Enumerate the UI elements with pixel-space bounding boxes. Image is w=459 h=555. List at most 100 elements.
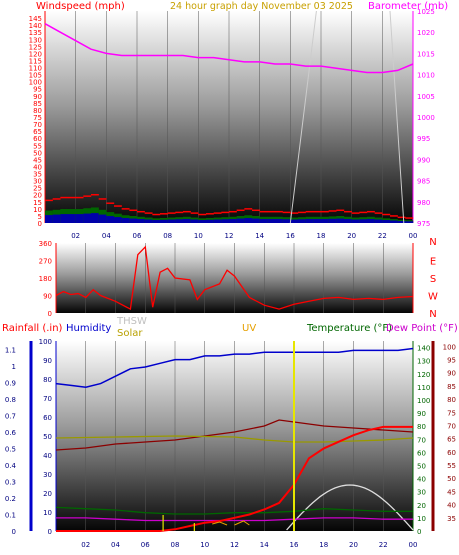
humidity-tick: 20 xyxy=(43,490,52,498)
compass-letter: N xyxy=(429,309,436,320)
panel1-hour-label: 12 xyxy=(225,232,234,240)
dewpoint-tick: 85 xyxy=(447,383,456,391)
wind-low-bar xyxy=(183,219,191,223)
wind-low-bar xyxy=(60,214,69,223)
temperature-tick: 10 xyxy=(417,515,426,523)
dewpoint-tick: 35 xyxy=(447,515,456,523)
panel3-hour-label: 00 xyxy=(409,541,418,549)
wind-low-bar xyxy=(328,218,337,223)
panel1-grid xyxy=(75,11,414,223)
panel1-left-tick: 50 xyxy=(33,149,42,157)
panel3-hour-label: 18 xyxy=(319,541,328,549)
panel1-right-tick: 1015 xyxy=(417,50,435,58)
humidity-tick: 10 xyxy=(43,509,52,517)
panel2-degree-tick: 90 xyxy=(43,293,52,301)
panel1-right-tick: 985 xyxy=(417,178,430,186)
panel1-left-tick: 105 xyxy=(29,72,42,80)
panel1-left-tick: 100 xyxy=(29,79,42,87)
panel1-left-tick: 80 xyxy=(33,107,42,115)
wind-low-bar xyxy=(221,219,230,223)
panel1-hour-label: 04 xyxy=(102,232,111,240)
panel1-left-tick: 20 xyxy=(33,192,42,200)
barometer-line xyxy=(44,23,414,74)
panel1-hour-label: 00 xyxy=(409,232,418,240)
dewpoint-tick: 65 xyxy=(447,436,456,444)
wind-low-bar xyxy=(106,216,115,223)
rainfall-label: Rainfall (.in) xyxy=(2,323,63,334)
panel1-right-tick: 1025 xyxy=(417,8,435,16)
panel1-left-axis: 0510152025303540455055606570758085909510… xyxy=(29,11,46,228)
wind-low-bar xyxy=(336,218,345,223)
dewpoint-tick: 60 xyxy=(447,449,456,457)
panel1-left-tick: 25 xyxy=(33,185,42,193)
wind-low-bar xyxy=(305,219,314,223)
compass-letter: S xyxy=(430,274,436,285)
panel1-hour-label: 08 xyxy=(163,232,172,240)
wind-low-bar xyxy=(91,213,99,223)
panel3-hour-label: 14 xyxy=(260,541,269,549)
humidity-tick: 100 xyxy=(39,338,52,346)
wind-low-bar xyxy=(152,220,161,223)
wind-low-bar xyxy=(175,219,184,223)
temperature-tick: 130 xyxy=(417,358,430,366)
panel1-hour-label: 16 xyxy=(286,232,295,240)
panel1-left-tick: 40 xyxy=(33,163,42,171)
panel1-right-tick: 1005 xyxy=(417,93,435,101)
temperature-tick: 70 xyxy=(417,436,426,444)
panel1-hour-label: 02 xyxy=(71,232,80,240)
wind-low-bar xyxy=(213,219,222,223)
panel1-right-tick: 980 xyxy=(417,199,430,207)
wind-low-bar xyxy=(190,219,199,223)
compass-letter: E xyxy=(430,257,436,268)
panel2-degree-tick: 270 xyxy=(39,258,52,266)
solar-radiation-line xyxy=(286,484,414,531)
panel1-hour-label: 10 xyxy=(194,232,203,240)
panel1-left-tick: 15 xyxy=(33,199,42,207)
wind-low-bar xyxy=(267,219,276,223)
temperature-tick: 140 xyxy=(417,345,430,353)
heat-index-line xyxy=(55,419,414,451)
temperature-tick: 80 xyxy=(417,423,426,431)
wind-low-bar xyxy=(374,219,383,223)
rain-tick: 0.1 xyxy=(5,511,16,519)
wind-low-bar xyxy=(167,219,176,223)
wind-low-bar xyxy=(282,219,291,223)
graph-date-title: 24 hour graph day November 03 2025 xyxy=(170,1,353,12)
dewpoint-tick: 40 xyxy=(447,502,456,510)
dewpoint-tick: 70 xyxy=(447,422,456,430)
temperature-line xyxy=(55,506,413,515)
panel1-right-tick: 1020 xyxy=(417,29,435,37)
wind-low-bar xyxy=(68,214,76,223)
wind-low-bar xyxy=(129,218,138,223)
panel1-left-tick: 85 xyxy=(33,100,42,108)
dewpoint-label: Dew Point (°F) xyxy=(386,323,458,334)
rain-tick: 0.5 xyxy=(5,445,16,453)
panel3-hour-label: 16 xyxy=(290,541,299,549)
wind-low-bar xyxy=(351,219,360,223)
panel1-gray-peak-line xyxy=(289,10,405,224)
panel1-left-tick: 60 xyxy=(33,135,42,143)
panel1-left-tick: 65 xyxy=(33,128,42,136)
rain-tick: 0.6 xyxy=(5,429,17,437)
wind-low-bar xyxy=(275,219,283,223)
panel3-hour-label: 12 xyxy=(230,541,239,549)
panel1-right-tick: 975 xyxy=(417,220,430,228)
wind-low-bar xyxy=(390,220,398,223)
temperature-tick: 0 xyxy=(417,528,421,536)
humidity-tick: 90 xyxy=(43,357,52,365)
panel3-hour-label: 20 xyxy=(349,541,358,549)
wind-low-bar xyxy=(83,213,92,223)
uv-label: UV xyxy=(242,323,256,334)
panel1-left-tick: 125 xyxy=(29,43,42,51)
panel1-left-tick: 115 xyxy=(29,57,42,65)
rain-tick: 0.8 xyxy=(5,396,16,404)
wind-low-bar xyxy=(198,220,207,223)
humidity-tick: 60 xyxy=(43,414,52,422)
wind-low-bar xyxy=(98,214,107,223)
dewpoint-tick: 95 xyxy=(447,356,456,364)
wind-low-bar xyxy=(259,219,268,223)
temperature-tick: 110 xyxy=(417,384,430,392)
rain-tick: 0.2 xyxy=(5,495,16,503)
panel1-right-tick: 995 xyxy=(417,135,430,143)
